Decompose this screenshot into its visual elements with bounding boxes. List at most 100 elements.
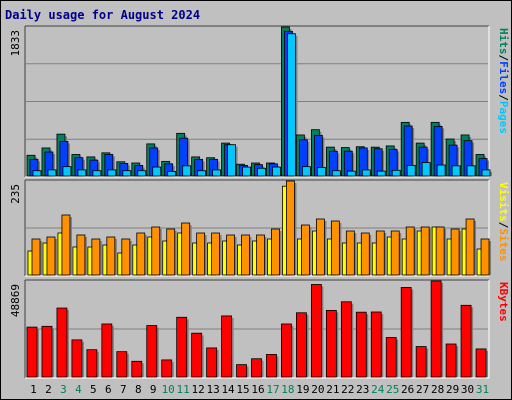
sites-bar: [46, 236, 56, 276]
hits-legend-part: Hits: [497, 28, 510, 55]
sites-legend-part: Sites: [497, 228, 510, 261]
sites-bar: [211, 232, 221, 276]
sites-bar: [420, 226, 430, 276]
pages-bar: [481, 169, 491, 177]
pages-bar: [406, 165, 416, 177]
sites-bar: [360, 232, 370, 276]
kbytes-bar: [191, 332, 203, 378]
x-tick-label: 30: [461, 383, 474, 396]
x-tick-label: 6: [105, 383, 112, 396]
kbytes-bar: [430, 280, 442, 378]
x-tick-label: 23: [356, 383, 369, 396]
kbytes-bar: [325, 310, 337, 378]
sites-legend-part: Visits: [497, 182, 510, 222]
kbytes-bar: [86, 349, 98, 378]
sites-bar: [136, 232, 146, 276]
x-tick-label: 7: [120, 383, 127, 396]
kbytes-bar: [41, 325, 53, 378]
pages-bar: [331, 170, 341, 177]
pages-bar: [227, 144, 236, 177]
x-tick-label: 13: [206, 383, 219, 396]
kbytes-bar: [71, 339, 83, 378]
chart-title: Daily usage for August 2024: [5, 8, 201, 22]
sites-bar: [286, 180, 295, 276]
x-tick-label: 28: [431, 383, 444, 396]
kbytes-bar: [101, 323, 113, 378]
pages-bar: [182, 165, 192, 177]
x-tick-label: 19: [296, 383, 309, 396]
kbytes-bar: [281, 323, 292, 378]
kbytes-bar: [340, 301, 352, 378]
x-tick-label: 29: [446, 383, 459, 396]
kbytes-bar: [161, 359, 173, 378]
kbytes-bar: [370, 311, 382, 378]
hits-legend-part: /: [497, 55, 510, 62]
sites-bar: [226, 234, 235, 276]
sites-bar: [405, 226, 415, 276]
sites-bar: [151, 226, 161, 276]
sites-bar: [31, 238, 41, 276]
kbytes-bar: [116, 351, 128, 378]
x-tick-label: 20: [311, 383, 324, 396]
x-tick-label: 5: [90, 383, 97, 396]
x-tick-label: 31: [476, 383, 489, 396]
kbytes-bar: [385, 337, 397, 378]
sites-bar: [435, 226, 445, 276]
sites-legend-part: /: [497, 222, 510, 229]
kbytes-ymax-label: 48869: [9, 284, 22, 317]
chart-marks: [26, 26, 493, 378]
x-tick-label: 18: [281, 383, 294, 396]
x-tick-label: 2: [45, 383, 52, 396]
sites-bar: [181, 222, 191, 276]
kbytes-bar: [56, 307, 68, 378]
kbytes-bar: [475, 348, 487, 378]
kbytes-legend: KBytes: [497, 282, 510, 322]
kbytes-bar: [415, 346, 427, 378]
x-tick-label: 21: [326, 383, 339, 396]
x-tick-label: 14: [221, 383, 235, 396]
kbytes-bar: [400, 287, 412, 378]
pages-bar: [316, 167, 326, 177]
pages-bar: [302, 166, 311, 177]
sites-bar: [345, 230, 355, 276]
x-tick-label: 15: [236, 383, 249, 396]
kbytes-bar: [355, 311, 367, 378]
kbytes-bar: [460, 304, 472, 378]
chart-labels: 183323548869Hits/Files/PagesVisits/Sites…: [9, 28, 510, 396]
pages-bar: [92, 170, 102, 177]
kbytes-bar: [221, 315, 232, 378]
kbytes-bar: [251, 358, 262, 378]
x-tick-label: 22: [341, 383, 354, 396]
pages-bar: [32, 170, 42, 177]
kbytes-bar: [176, 316, 188, 378]
pages-bar: [62, 166, 72, 177]
x-tick-label: 4: [75, 383, 82, 396]
hits-ymax-label: 1833: [9, 30, 22, 57]
sites-bar: [375, 230, 385, 276]
hits-legend-part: Pages: [497, 101, 510, 134]
pages-bar: [436, 164, 446, 177]
kbytes-bar: [296, 312, 307, 378]
pages-bar: [212, 169, 222, 177]
pages-bar: [272, 166, 281, 177]
sites-bar: [330, 220, 340, 276]
pages-bar: [137, 170, 147, 177]
sites-bar: [166, 228, 176, 276]
kbytes-bar: [206, 347, 218, 378]
kbytes-bar: [445, 343, 457, 378]
sites-bar: [480, 238, 490, 276]
sites-bar: [301, 224, 310, 276]
pages-bar: [107, 169, 117, 177]
sites-bar: [256, 234, 265, 276]
pages-bar: [47, 169, 57, 177]
sites-bar: [271, 228, 280, 276]
x-tick-label: 3: [60, 383, 67, 396]
x-tick-label: 9: [150, 383, 157, 396]
pages-bar: [257, 167, 266, 177]
pages-bar: [361, 169, 371, 177]
pages-bar: [376, 170, 386, 177]
x-tick-label: 24: [371, 383, 385, 396]
sites-bar: [315, 218, 325, 276]
sites-bar: [241, 234, 250, 276]
